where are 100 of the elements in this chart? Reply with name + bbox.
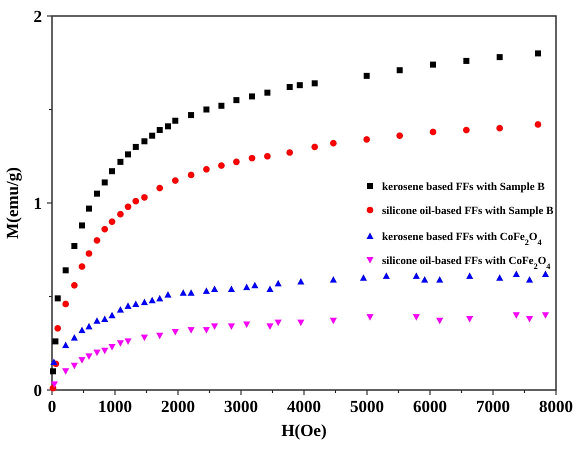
point [78,357,86,364]
point [125,151,132,158]
legend-label: kerosene based FFs with Sample B [382,181,546,193]
point [466,316,474,322]
point [330,140,337,146]
point [228,323,235,330]
point [124,302,132,309]
point [249,93,256,100]
point [108,312,116,318]
point [62,368,70,375]
point [109,168,116,174]
point [117,210,124,218]
point [243,322,250,328]
point [526,316,534,322]
point [116,306,124,313]
point [264,152,271,160]
x-tick-label: 4000 [287,397,321,416]
point [101,348,108,354]
point [233,97,240,104]
point [202,327,210,334]
point [526,276,534,283]
point [156,332,164,340]
point [132,300,140,307]
point [188,112,194,118]
point [141,138,148,144]
point [364,72,370,79]
point [421,276,428,283]
point [251,282,258,288]
point [52,338,58,344]
point [203,166,210,173]
x-tick-label: 2000 [161,397,195,416]
legend-label: kerosene based FFs with CoFe$_{2}$O$_{4}$ [382,231,542,246]
point [101,226,108,232]
point [264,90,270,96]
x-tick-label: 6000 [413,397,447,416]
point [218,162,225,169]
point [54,295,61,302]
point [86,250,92,257]
point [70,362,78,370]
x-tick-label: 7000 [476,397,510,416]
point [286,84,293,90]
point [211,323,218,330]
point [297,320,304,326]
point [156,127,163,134]
x-tick-label: 3000 [224,397,258,416]
point [218,102,224,109]
point [396,132,403,139]
point [116,340,124,347]
point [496,274,504,281]
point [164,291,172,298]
point [203,106,210,112]
point [71,243,78,250]
x-tick-label: 0 [48,397,56,416]
point [436,318,444,324]
point [412,272,420,279]
point [172,177,179,184]
point [117,158,124,165]
point [132,144,139,150]
point [62,342,70,348]
point [164,123,171,130]
point [132,198,140,204]
point [172,118,178,124]
point [93,350,100,356]
point [156,294,164,302]
point [62,267,69,274]
point [93,317,100,324]
point [50,381,58,388]
point [534,50,541,56]
y-tick-label: 0 [34,381,42,400]
point [78,263,86,270]
point [124,203,132,210]
point [463,58,470,64]
point [274,280,282,286]
point [211,286,218,292]
point [228,286,235,292]
point [330,276,337,283]
point [85,353,92,360]
point [156,184,164,192]
point [266,286,274,292]
point [542,312,549,319]
legend-label: silicone oil-based FFs with CoFe$_{2}$O$_{4}$ [382,255,550,270]
point [512,270,520,278]
point [124,338,132,345]
y-tick-label: 1 [34,194,42,213]
point [366,314,374,321]
x-tick-label: 1000 [98,397,132,416]
point [85,322,92,330]
point [534,121,542,128]
point [412,314,420,321]
point [296,82,303,88]
x-tick-label: 8000 [539,397,573,416]
point [436,276,444,283]
legend-label: silicone oil-based FFs with Sample B [382,205,554,217]
point [50,368,56,374]
point [297,278,304,285]
point [243,284,250,290]
point [101,315,108,322]
point [542,270,549,278]
point [396,67,403,74]
point [274,320,282,326]
